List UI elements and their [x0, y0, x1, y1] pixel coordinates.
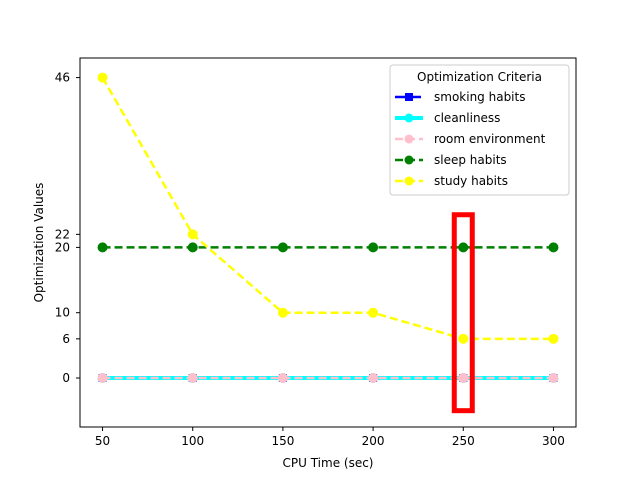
data-point	[277, 307, 288, 318]
x-tick-label: 50	[95, 434, 110, 448]
legend-box	[389, 64, 570, 196]
legend-swatch-marker	[404, 176, 414, 186]
x-axis-label: CPU Time (sec)	[283, 456, 374, 470]
y-tick-label: 0	[62, 371, 70, 385]
data-point	[368, 307, 379, 318]
legend-label: study habits	[434, 174, 508, 188]
highlight-box	[451, 212, 475, 414]
legend: Optimization Criteria smoking habits clea…	[389, 64, 570, 196]
plot-area	[97, 72, 559, 414]
legend-swatch-marker	[405, 93, 413, 101]
data-point	[97, 242, 108, 253]
data-point	[277, 242, 288, 253]
legend-title: Optimization Criteria	[417, 70, 542, 84]
data-point	[458, 333, 469, 344]
x-tick-label: 200	[362, 434, 385, 448]
data-point	[548, 242, 559, 253]
legend-label: sleep habits	[434, 153, 507, 167]
data-point	[548, 333, 559, 344]
legend-label: room environment	[434, 132, 546, 146]
legend-swatch-marker	[404, 155, 414, 165]
data-point	[97, 72, 108, 83]
legend-item: smoking habits	[395, 90, 525, 104]
y-tick-label: 22	[55, 227, 70, 241]
y-axis-label: Optimization Values	[32, 183, 46, 303]
data-point	[97, 373, 108, 384]
data-point	[277, 373, 288, 384]
legend-swatch-marker	[404, 134, 414, 144]
data-point	[548, 373, 559, 384]
data-point	[187, 373, 198, 384]
y-tick-label: 46	[55, 71, 70, 85]
legend-swatch-marker	[404, 113, 414, 123]
x-tick-label: 150	[271, 434, 294, 448]
series-line-4	[101, 76, 554, 341]
legend-label: cleanliness	[434, 111, 500, 125]
data-point	[368, 373, 379, 384]
x-tick-label: 300	[542, 434, 565, 448]
plot-frame	[79, 57, 577, 428]
y-tick-label: 20	[55, 240, 70, 254]
legend-item: cleanliness	[395, 111, 500, 125]
legend-item: room environment	[395, 132, 546, 146]
y-tick-label: 6	[62, 332, 70, 346]
y-tick-label: 10	[55, 306, 70, 320]
x-tick-label: 250	[452, 434, 475, 448]
data-point	[187, 242, 198, 253]
legend-item: sleep habits	[395, 153, 507, 167]
data-point	[458, 242, 469, 253]
data-point	[458, 373, 469, 384]
data-point	[368, 242, 379, 253]
data-point	[187, 229, 198, 240]
x-tick-label: 100	[181, 434, 204, 448]
legend-item: study habits	[395, 174, 508, 188]
legend-label: smoking habits	[434, 90, 525, 104]
